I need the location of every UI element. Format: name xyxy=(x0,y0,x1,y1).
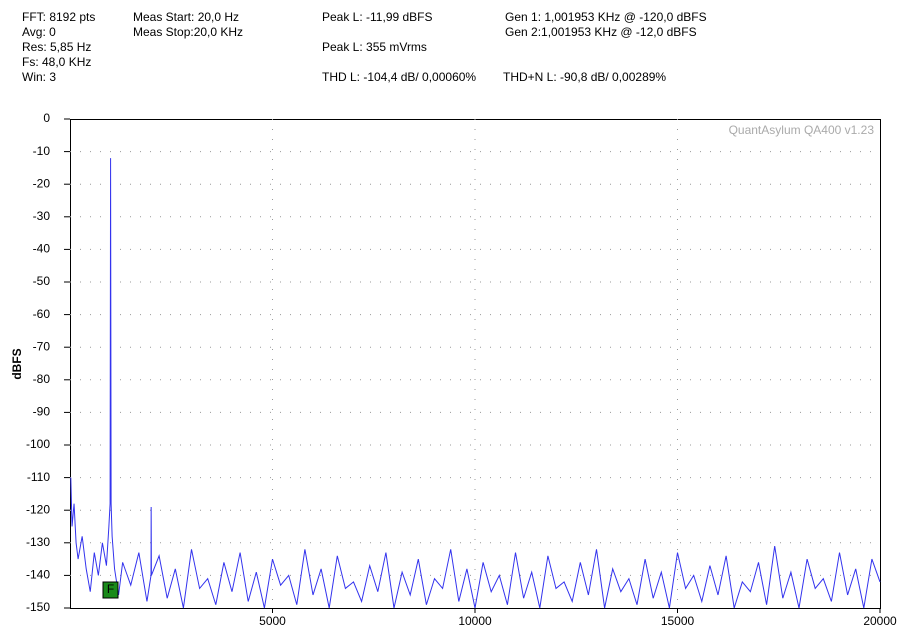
info-text: Peak L: -11,99 dBFS xyxy=(322,10,433,24)
y-tick-label: -110 xyxy=(27,470,50,484)
y-tick-label: -140 xyxy=(26,568,50,582)
info-text: Gen 2:1,001953 KHz @ -12,0 dBFS xyxy=(505,25,697,39)
marker-box xyxy=(102,581,119,599)
y-tick-label: -130 xyxy=(26,535,50,549)
y-tick-label: -80 xyxy=(33,372,51,386)
y-tick-label: -30 xyxy=(33,209,51,223)
spectrum-line xyxy=(70,158,881,609)
y-tick-label: -90 xyxy=(33,405,51,419)
info-text: Meas Start: 20,0 Hz xyxy=(133,10,239,24)
y-tick-label: -40 xyxy=(33,242,51,256)
x-tick-label: 15000 xyxy=(661,614,695,628)
y-axis-label: dBFS xyxy=(10,348,24,379)
info-text: FFT: 8192 pts xyxy=(22,10,95,24)
info-text: THD+N L: -90,8 dB/ 0,00289% xyxy=(503,70,666,84)
y-tick-label: -150 xyxy=(26,600,50,614)
info-text: Peak L: 355 mVrms xyxy=(322,40,427,54)
marker-label: F xyxy=(107,582,114,596)
info-text: Fs: 48,0 KHz xyxy=(22,55,91,69)
x-tick-label: 10000 xyxy=(458,614,492,628)
x-tick-label: 5000 xyxy=(259,614,286,628)
info-text: Win: 3 xyxy=(22,70,56,84)
info-text: Gen 1: 1,001953 KHz @ -120,0 dBFS xyxy=(505,10,707,24)
y-tick-label: -50 xyxy=(33,274,51,288)
y-tick-label: -60 xyxy=(33,307,51,321)
y-tick-label: -70 xyxy=(33,339,51,353)
y-tick-label: 0 xyxy=(43,111,50,125)
info-text: Avg: 0 xyxy=(22,25,56,39)
x-tick-label: 20000 xyxy=(863,614,897,628)
watermark: QuantAsylum QA400 v1.23 xyxy=(729,123,875,137)
y-tick-label: -10 xyxy=(33,144,51,158)
info-text: Res: 5,85 Hz xyxy=(22,40,91,54)
y-tick-label: -120 xyxy=(26,502,50,516)
info-text: THD L: -104,4 dB/ 0,00060% xyxy=(322,70,476,84)
info-text: Meas Stop:20,0 KHz xyxy=(133,25,243,39)
y-tick-label: -20 xyxy=(33,176,51,190)
y-tick-label: -100 xyxy=(26,437,50,451)
